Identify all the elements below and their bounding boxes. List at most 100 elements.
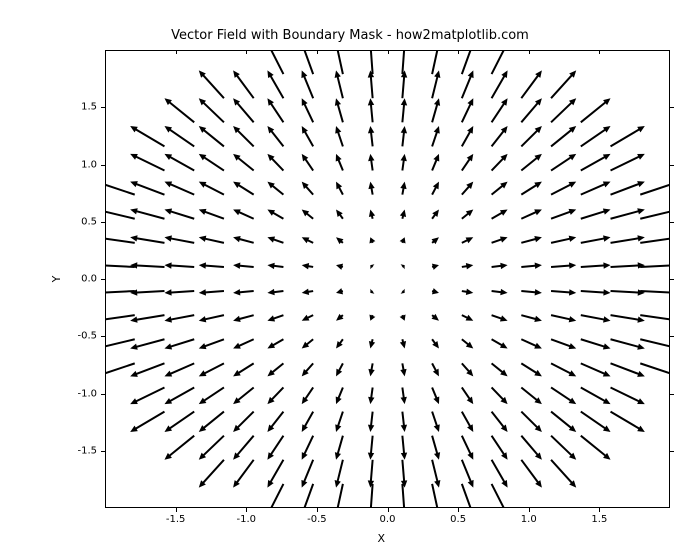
quiver-arrow <box>401 436 407 460</box>
x-tick-label: 0.0 <box>380 514 396 525</box>
x-tick-label: -0.5 <box>307 514 327 525</box>
quiver-arrow <box>461 338 473 348</box>
chart-title: Vector Field with Boundary Mask - how2ma… <box>0 28 700 43</box>
quiver-arrow <box>368 436 374 460</box>
quiver-arrow <box>580 411 610 432</box>
quiver-arrow <box>199 411 225 432</box>
quiver-arrow <box>461 435 473 460</box>
quiver-arrow <box>199 98 225 123</box>
quiver-arrow <box>301 484 314 516</box>
quiver-arrow <box>369 314 375 320</box>
quiver-arrow <box>267 289 283 295</box>
quiver-arrow <box>491 98 508 123</box>
quiver-arrow <box>580 126 610 147</box>
quiver-arrow <box>302 411 314 432</box>
quiver-arrow <box>521 411 542 432</box>
quiver-arrow <box>302 237 314 243</box>
quiver-arrow <box>336 387 344 404</box>
quiver-arrow <box>368 98 374 122</box>
quiver-arrow <box>368 182 374 195</box>
quiver-arrow <box>96 262 135 268</box>
quiver-arrow <box>432 264 439 270</box>
quiver-arrow <box>199 435 225 460</box>
quiver-arrow <box>580 387 610 405</box>
quiver-arrow <box>369 339 375 349</box>
y-tick-mark <box>101 451 105 452</box>
y-axis-label: Y <box>50 276 63 283</box>
quiver-arrow <box>164 338 194 349</box>
quiver-arrow <box>610 154 645 172</box>
quiver-arrow <box>233 126 254 147</box>
quiver-arrow <box>369 209 375 219</box>
quiver-arrow <box>521 182 542 196</box>
y-tick-mark <box>101 336 105 337</box>
x-tick-mark <box>246 50 247 54</box>
quiver-arrow <box>491 237 507 244</box>
quiver-arrow <box>580 98 610 123</box>
quiver-arrow <box>233 209 254 219</box>
quiver-arrow <box>610 181 645 195</box>
x-tick-mark <box>599 50 600 54</box>
quiver-arrow <box>267 363 284 377</box>
quiver-arrow <box>610 126 645 147</box>
quiver-arrow <box>335 98 344 122</box>
quiver-arrow <box>491 209 508 219</box>
x-tick-mark <box>529 50 530 54</box>
quiver-arrow <box>461 209 473 219</box>
quiver-arrow <box>550 126 576 147</box>
quiver-arrow <box>400 363 406 376</box>
quiver-arrow <box>301 70 314 98</box>
quiver-arrow <box>521 338 542 348</box>
quiver-arrow <box>368 363 374 376</box>
quiver-arrow <box>581 235 611 243</box>
quiver-arrow <box>267 209 284 219</box>
quiver-arrow <box>199 236 224 244</box>
quiver-arrow <box>130 387 165 405</box>
quiver-arrow <box>550 70 576 98</box>
quiver-arrow <box>96 208 135 220</box>
quiver-arrow <box>551 338 577 349</box>
quiver-arrow <box>164 262 194 268</box>
quiver-arrow <box>431 314 438 321</box>
quiver-arrow <box>267 182 284 196</box>
y-tick-label: 0.5 <box>67 216 97 227</box>
quiver-arrow <box>267 387 284 404</box>
quiver-arrow <box>199 262 224 268</box>
quiver-arrow <box>551 182 577 196</box>
quiver-arrow <box>401 70 407 98</box>
quiver-arrow <box>96 338 135 350</box>
quiver-arrow <box>336 288 343 294</box>
quiver-arrow <box>461 387 473 404</box>
quiver-arrow <box>610 411 645 432</box>
quiver-arrow <box>521 459 542 487</box>
quiver-arrow <box>400 209 406 219</box>
quiver-arrow <box>581 262 611 268</box>
quiver-arrow <box>461 363 473 377</box>
quiver-arrow <box>431 484 440 516</box>
quiver-arrow <box>521 126 542 147</box>
quiver-arrow <box>551 314 576 322</box>
quiver-arrow <box>610 314 644 323</box>
quiver-arrow <box>401 387 407 404</box>
quiver-arrow <box>610 387 645 405</box>
quiver-arrow <box>462 263 474 269</box>
quiver-arrow <box>431 411 440 432</box>
quiver-arrow <box>302 209 314 219</box>
quiver-arrow <box>491 435 508 460</box>
quiver-arrow <box>551 209 577 220</box>
quiver-arrow <box>431 339 439 349</box>
y-tick-label: -1.0 <box>67 388 97 399</box>
quiver-arrow <box>267 154 284 171</box>
quiver-arrow <box>199 182 225 196</box>
quiver-arrow <box>521 435 542 460</box>
quiver-arrow <box>491 70 508 98</box>
quiver-arrow <box>550 411 576 432</box>
quiver-arrow <box>336 264 343 270</box>
quiver-arrow <box>431 126 440 147</box>
quiver-arrow <box>640 262 679 268</box>
quiver-arrow <box>164 98 194 123</box>
quiver-arrow <box>233 338 254 348</box>
x-tick-label: -1.0 <box>236 514 256 525</box>
quiver-arrow <box>491 483 508 515</box>
quiver-arrow <box>550 459 576 487</box>
